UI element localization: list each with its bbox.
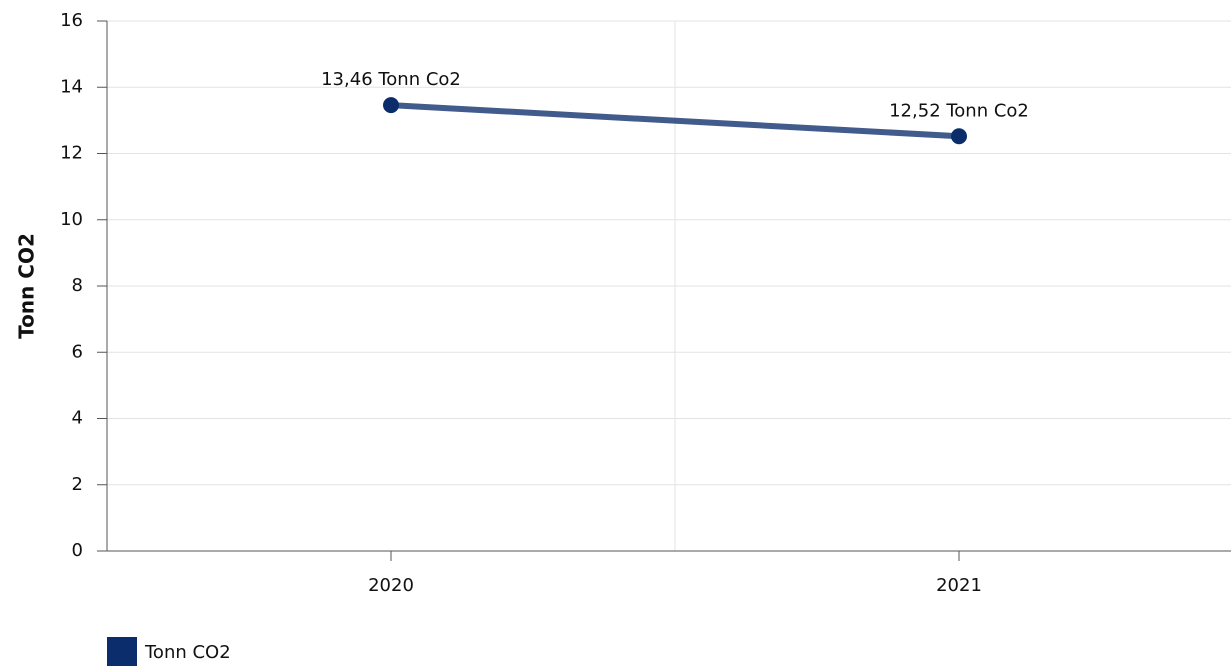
y-axis-label: Tonn CO2 [15,233,39,339]
y-tick-label: 6 [72,341,83,362]
x-tick-label: 2021 [936,575,982,596]
y-tick-label: 10 [60,209,83,230]
data-label: 13,46 Tonn Co2 [321,69,461,90]
y-tick-label: 2 [72,474,83,495]
y-tick-label: 0 [72,540,83,561]
legend-label: Tonn CO2 [144,642,231,663]
y-tick-label: 8 [72,275,83,296]
y-tick-label: 4 [72,408,83,429]
legend-swatch [107,637,137,666]
series-line [388,102,962,140]
y-tick-label: 12 [60,143,83,164]
data-point [951,128,967,145]
y-tick-label: 16 [60,10,83,31]
x-tick-label: 2020 [368,575,414,596]
data-point [383,97,399,114]
y-tick-label: 14 [60,76,83,97]
data-label: 12,52 Tonn Co2 [889,100,1029,121]
